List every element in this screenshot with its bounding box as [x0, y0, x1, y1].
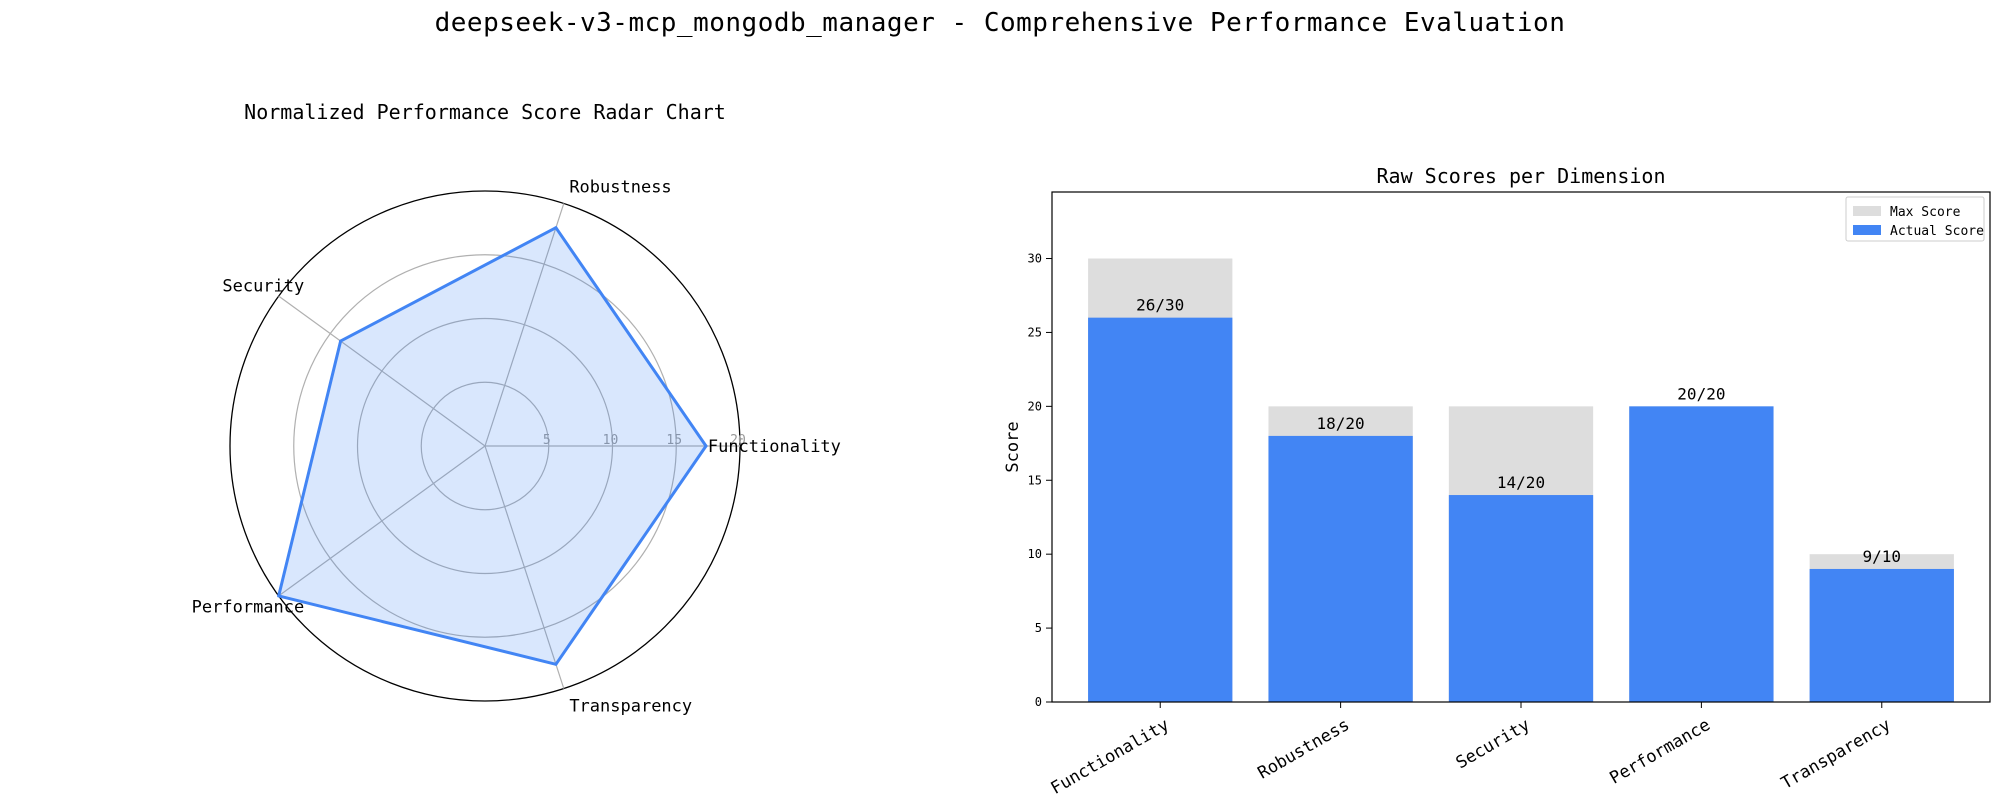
- radar-tick-label: 5: [543, 433, 551, 448]
- radar-spoke: [484, 203, 565, 447]
- radar-spoke: [484, 445, 565, 689]
- radar-chart-title: Normalized Performance Score Radar Chart: [244, 100, 726, 124]
- y-axis-label: Score: [1003, 421, 1023, 472]
- x-tick-label: Transparency: [1778, 715, 1894, 794]
- y-tick-label: 5: [1035, 621, 1042, 635]
- bar-actual-score: [1629, 406, 1774, 702]
- y-tick-label: 20: [1028, 399, 1042, 413]
- radar-category-label: Robustness: [569, 178, 671, 198]
- radar-data-point: [554, 662, 558, 666]
- y-tick-label: 15: [1028, 473, 1042, 487]
- y-tick-label: 0: [1035, 695, 1042, 709]
- legend-swatch: [1853, 206, 1881, 216]
- bar-actual-score: [1268, 435, 1413, 702]
- legend-label: Max Score: [1890, 205, 1961, 220]
- bar-data-label: 9/10: [1863, 547, 1902, 566]
- y-tick-label: 30: [1028, 252, 1042, 266]
- bar-actual-score: [1809, 568, 1954, 702]
- bar-data-label: 20/20: [1677, 384, 1725, 403]
- radar-data-point: [704, 444, 708, 448]
- y-tick-label: 25: [1028, 325, 1042, 339]
- x-tick-label: Functionality: [1047, 715, 1172, 799]
- legend-label: Actual Score: [1890, 224, 1984, 239]
- radar-category-label: Security: [222, 277, 304, 297]
- radar-tick-label: 15: [666, 433, 682, 448]
- bar-actual-score: [1088, 317, 1233, 702]
- bar-legend: Max Score Actual Score: [1845, 196, 1985, 242]
- bar-data-label: 26/30: [1136, 296, 1184, 315]
- radar-tick-label: 20: [730, 433, 746, 448]
- legend-swatch: [1853, 225, 1881, 235]
- y-tick-label: 10: [1028, 547, 1042, 561]
- radar-tick-label: 10: [603, 433, 619, 448]
- x-tick-label: Performance: [1606, 715, 1714, 789]
- radar-spoke: [278, 445, 486, 597]
- figure-title: deepseek-v3-mcp_mongodb_manager - Compre…: [434, 8, 1566, 38]
- bar-data-label: 14/20: [1497, 473, 1545, 492]
- radar-data-point: [277, 594, 281, 598]
- x-tick-label: Security: [1453, 715, 1534, 773]
- radar-series-polygon: [277, 226, 708, 666]
- x-tick-label: Robustness: [1254, 715, 1353, 784]
- radar-category-label: Performance: [192, 597, 305, 617]
- bar-actual-score: [1448, 495, 1594, 702]
- radar-category-label: Transparency: [569, 696, 692, 716]
- bar-chart-title: Raw Scores per Dimension: [1377, 164, 1666, 188]
- radar-spoke: [278, 295, 486, 447]
- radar-data-point: [339, 339, 343, 343]
- radar-category-label: Functionality: [708, 437, 841, 457]
- radar-data-point: [554, 226, 558, 230]
- bar-data-label: 18/20: [1317, 414, 1365, 433]
